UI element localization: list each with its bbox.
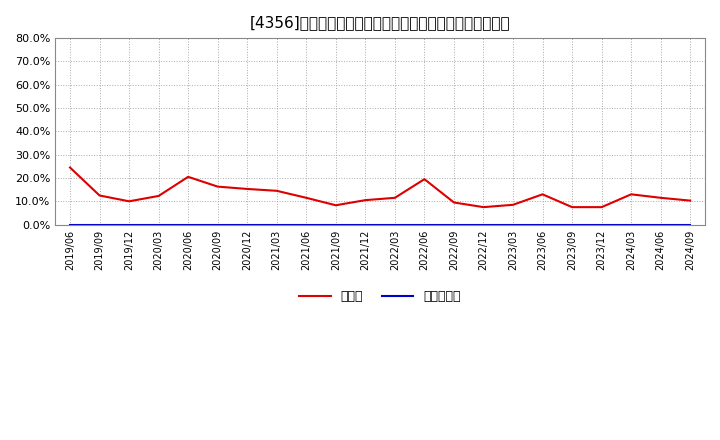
現預金 xyxy=(568,205,577,210)
有利子負債 xyxy=(598,222,606,227)
有利子負債 xyxy=(480,222,488,227)
現預金 xyxy=(361,198,369,203)
現預金 xyxy=(243,186,251,191)
現預金 xyxy=(539,192,547,197)
現預金 xyxy=(272,188,281,194)
有利子負債 xyxy=(657,222,665,227)
現預金 xyxy=(598,205,606,210)
有利子負債 xyxy=(243,222,251,227)
有利子負債 xyxy=(539,222,547,227)
有利子負債 xyxy=(509,222,518,227)
有利子負債 xyxy=(272,222,281,227)
有利子負債 xyxy=(390,222,399,227)
現預金 xyxy=(390,195,399,201)
現預金 xyxy=(480,205,488,210)
Line: 現預金: 現預金 xyxy=(70,168,690,207)
有利子負債 xyxy=(66,222,74,227)
有利子負債 xyxy=(125,222,133,227)
有利子負債 xyxy=(449,222,458,227)
有利子負債 xyxy=(184,222,192,227)
有利子負債 xyxy=(627,222,636,227)
有利子負債 xyxy=(420,222,428,227)
現預金 xyxy=(302,195,310,201)
Title: [4356]　現預金、有利子負債の総資産に対する比率の推移: [4356] 現預金、有利子負債の総資産に対する比率の推移 xyxy=(250,15,510,30)
有利子負債 xyxy=(95,222,104,227)
現預金 xyxy=(213,184,222,189)
現預金 xyxy=(95,193,104,198)
有利子負債 xyxy=(213,222,222,227)
現預金 xyxy=(66,165,74,170)
有利子負債 xyxy=(302,222,310,227)
有利子負債 xyxy=(568,222,577,227)
有利子負債 xyxy=(154,222,163,227)
現預金 xyxy=(627,192,636,197)
現預金 xyxy=(686,198,695,203)
現預金 xyxy=(125,199,133,204)
現預金 xyxy=(509,202,518,207)
有利子負債 xyxy=(361,222,369,227)
現預金 xyxy=(449,200,458,205)
現預金 xyxy=(657,195,665,201)
現預金 xyxy=(184,174,192,180)
Legend: 現預金, 有利子負債: 現預金, 有利子負債 xyxy=(294,285,466,308)
有利子負債 xyxy=(686,222,695,227)
現預金 xyxy=(154,193,163,198)
有利子負債 xyxy=(331,222,340,227)
現預金 xyxy=(331,203,340,208)
現預金 xyxy=(420,176,428,182)
